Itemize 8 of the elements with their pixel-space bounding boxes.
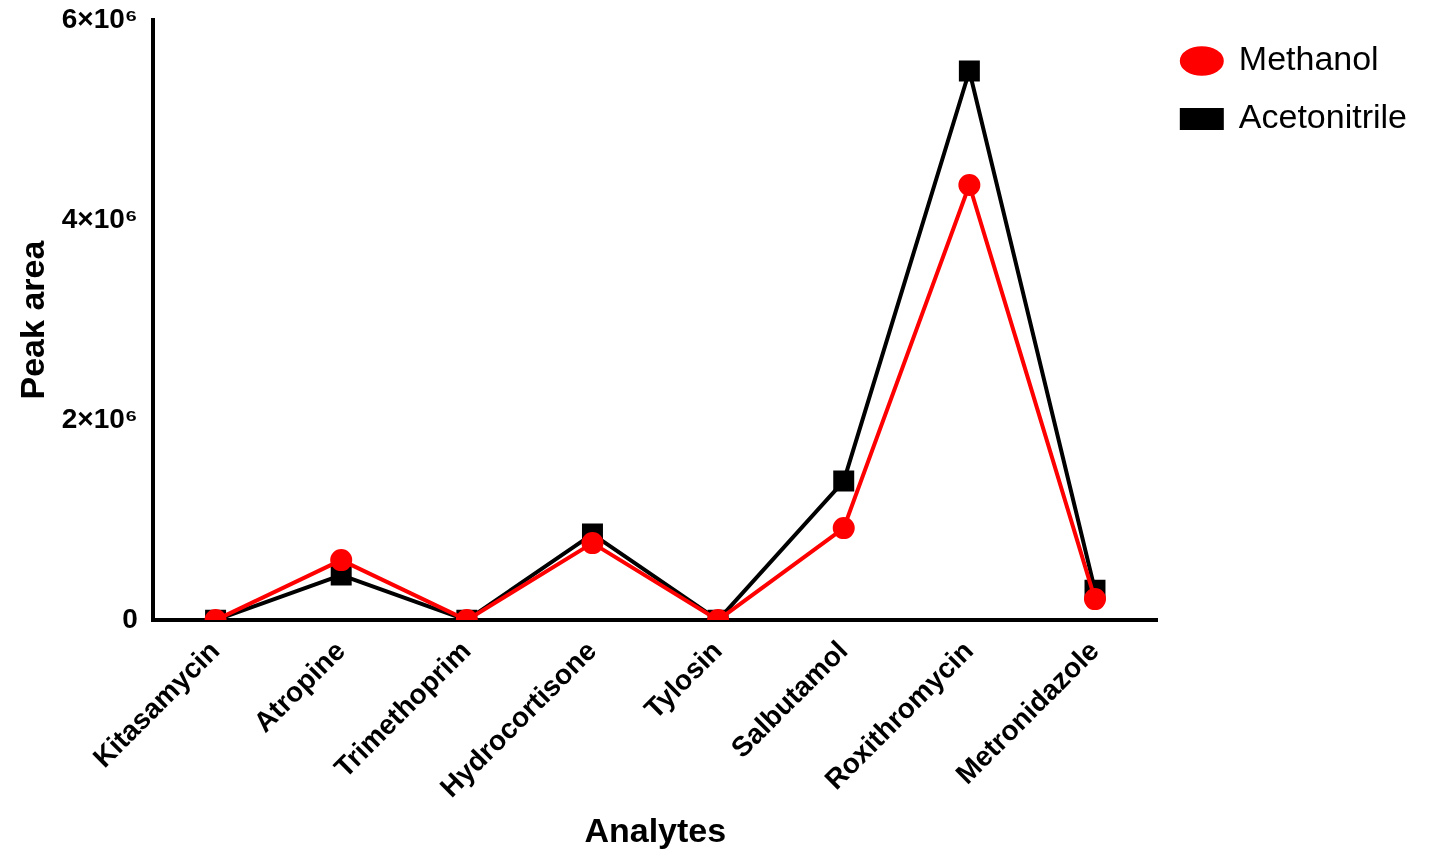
legend-label: Methanol <box>1238 39 1379 78</box>
y-tick-label: 2×10⁶ <box>61 402 138 434</box>
y-tick-label: 0 <box>122 602 138 634</box>
y-tick-label: 4×10⁶ <box>61 202 138 234</box>
legend-label: Acetonitrile <box>1238 97 1408 136</box>
y-axis-title: Peak area <box>12 239 51 400</box>
y-tick-label: 6×10⁶ <box>61 2 138 34</box>
x-axis-title: Analytes <box>584 810 727 849</box>
